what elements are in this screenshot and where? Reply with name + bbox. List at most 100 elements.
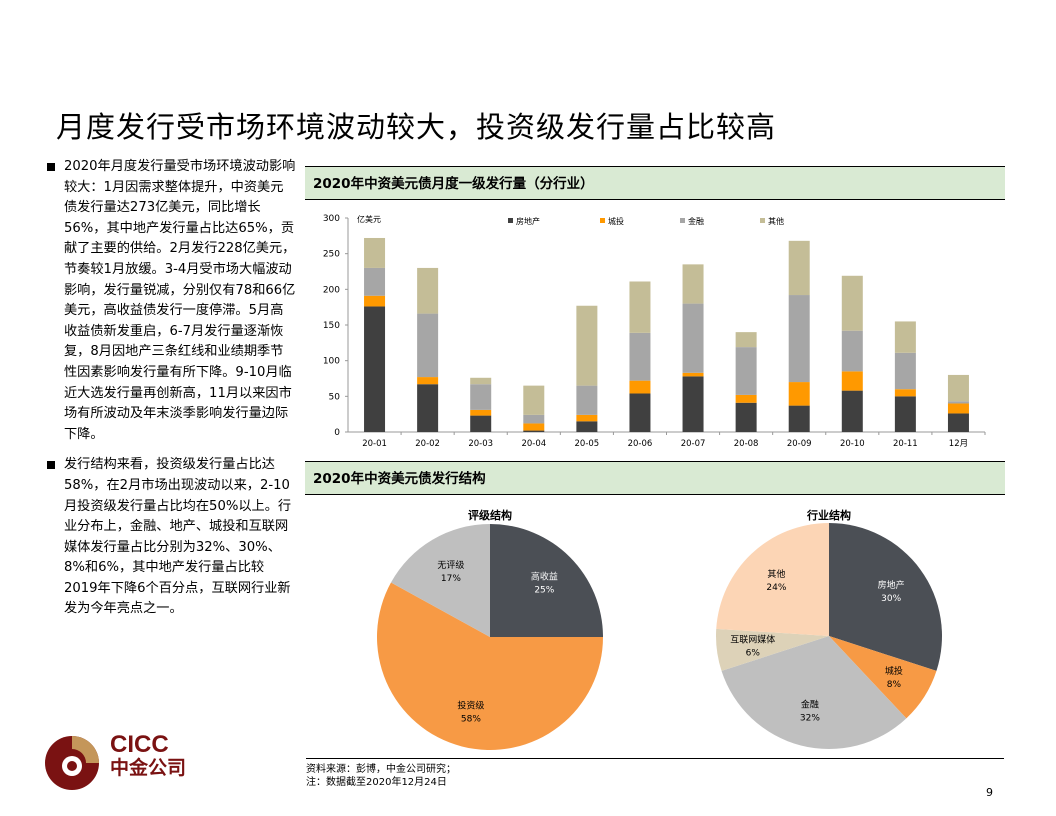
x-tick-label: 20-06 [628, 439, 653, 449]
bar-segment-城投 [841, 371, 863, 391]
source-line: 资料来源：彭博，中金公司研究； [306, 764, 456, 775]
bar-segment-金融 [682, 303, 704, 373]
pie-slice-无评级 [390, 524, 490, 637]
legend-swatch [600, 218, 605, 223]
x-tick-label: 20-02 [415, 439, 440, 449]
pie-title: 评级结构 [468, 508, 512, 522]
bar-segment-房地产 [629, 393, 651, 432]
x-tick-label: 20-01 [362, 439, 387, 449]
pie-percent: 58% [461, 714, 481, 724]
bar-segment-其他 [417, 267, 439, 314]
bullet-text: 2020年月度发行量受市场环境波动影响较大：1月因需求整体提升，中资美元债发行量… [64, 159, 296, 442]
bar-segment-金融 [735, 347, 757, 395]
bar-segment-城投 [523, 423, 545, 431]
bullet-text: 发行结构来看，投资级发行量占比达58%，在2月市场出现波动以来，2-10月投资级… [64, 457, 292, 617]
pie-percent: 17% [441, 574, 461, 584]
x-tick-label: 20-09 [787, 439, 812, 449]
bar-segment-房地产 [576, 421, 598, 432]
bar-segment-金融 [947, 401, 969, 404]
pie-label: 其他 [767, 568, 785, 580]
bullet-list: 2020年月度发行量受市场环境波动影响较大：1月因需求整体提升，中资美元债发行量… [44, 157, 296, 630]
logo-text: CICC 中金公司 [110, 731, 187, 780]
pie-slice-城投 [829, 636, 937, 719]
x-tick-label: 20-08 [734, 439, 759, 449]
y-tick-label: 150 [323, 321, 340, 331]
bar-segment-房地产 [947, 413, 969, 432]
legend-swatch [680, 218, 685, 223]
bullet-item: 发行结构来看，投资级发行量占比达58%，在2月市场出现波动以来，2-10月投资级… [44, 455, 296, 620]
bar-segment-城投 [576, 414, 598, 422]
x-tick-label: 20-11 [893, 439, 918, 449]
bar-segment-城投 [682, 372, 704, 377]
bar-segment-城投 [364, 295, 386, 307]
bar-segment-其他 [735, 332, 757, 348]
bar-chart: 0 50 100 150 200 250 300 亿美元 20-01 20-02 20-03 20-0… [323, 214, 986, 449]
source-note: 资料来源：彭博，中金公司研究； 注：数据截至2020年12月24日 [306, 758, 1004, 789]
bar-segment-房地产 [894, 396, 916, 432]
bar-segment-金融 [629, 332, 651, 381]
bar-segment-金融 [894, 352, 916, 390]
bar-segment-其他 [841, 275, 863, 331]
y-tick-label: 50 [329, 392, 341, 402]
bar-segment-房地产 [788, 405, 810, 432]
bar-segment-金融 [470, 384, 492, 410]
note-line: 注：数据截至2020年12月24日 [306, 777, 447, 788]
bar-segment-城投 [417, 377, 439, 385]
bar-segment-金融 [788, 295, 810, 383]
bar-segment-房地产 [417, 384, 439, 432]
page-number: 9 [986, 786, 993, 799]
bar-segment-其他 [788, 240, 810, 296]
x-tick-label: 12月 [949, 439, 968, 449]
pie-percent: 30% [881, 594, 901, 604]
y-tick-label: 250 [323, 250, 340, 260]
bullet-square-icon [47, 461, 55, 470]
legend-label: 房地产 [516, 216, 540, 226]
pie-label: 金融 [801, 698, 819, 710]
bar-segment-其他 [894, 321, 916, 353]
bar-segment-金融 [417, 313, 439, 378]
pie-slice-高收益 [490, 524, 603, 637]
bar-segment-城投 [894, 389, 916, 397]
bar-segment-金融 [364, 267, 386, 296]
page-title: 月度发行受市场环境波动较大，投资级发行量占比较高 [56, 110, 777, 144]
pie-percent: 32% [800, 713, 820, 723]
bar-segment-其他 [523, 385, 545, 415]
bullet-square-icon [47, 163, 55, 171]
bar-segment-房地产 [523, 430, 545, 432]
bar-segment-城投 [629, 380, 651, 394]
pie-label: 投资级 [457, 699, 484, 711]
pie-slice-房地产 [829, 523, 942, 671]
legend-swatch [760, 218, 765, 223]
bar-segment-金融 [523, 414, 545, 424]
pie-title: 行业结构 [806, 508, 851, 522]
pie-label: 高收益 [531, 571, 558, 583]
pie-label: 互联网媒体 [730, 634, 775, 646]
bar-segment-房地产 [470, 415, 492, 432]
bar-segment-城投 [735, 394, 757, 403]
pie-slice-互联网媒体 [716, 628, 829, 671]
y-tick-label: 200 [323, 285, 340, 295]
pie-percent: 8% [887, 680, 902, 690]
x-tick-label: 20-07 [681, 439, 706, 449]
legend-label: 金融 [688, 216, 704, 226]
pie-percent: 24% [766, 583, 786, 593]
bar-segment-金融 [841, 330, 863, 372]
bar-segment-其他 [947, 374, 969, 402]
section-header-structure: 2020年中资美元债发行结构 [305, 461, 1005, 495]
bar-segment-房地产 [682, 376, 704, 432]
x-tick-label: 20-10 [840, 439, 865, 449]
bar-segment-金融 [576, 385, 598, 415]
bullet-item: 2020年月度发行量受市场环境波动影响较大：1月因需求整体提升，中资美元债发行量… [44, 157, 296, 445]
bar-segment-其他 [576, 305, 598, 386]
legend-swatch [508, 218, 513, 223]
x-tick-label: 20-04 [521, 439, 546, 449]
y-axis-unit: 亿美元 [357, 214, 381, 224]
bar-segment-房地产 [364, 306, 386, 432]
bar-segment-城投 [470, 409, 492, 416]
section-header-monthly: 2020年中资美元债月度一级发行量（分行业） [305, 166, 1005, 200]
bar-segment-其他 [629, 281, 651, 333]
y-tick-label: 0 [334, 428, 340, 438]
bar-segment-其他 [682, 264, 704, 304]
